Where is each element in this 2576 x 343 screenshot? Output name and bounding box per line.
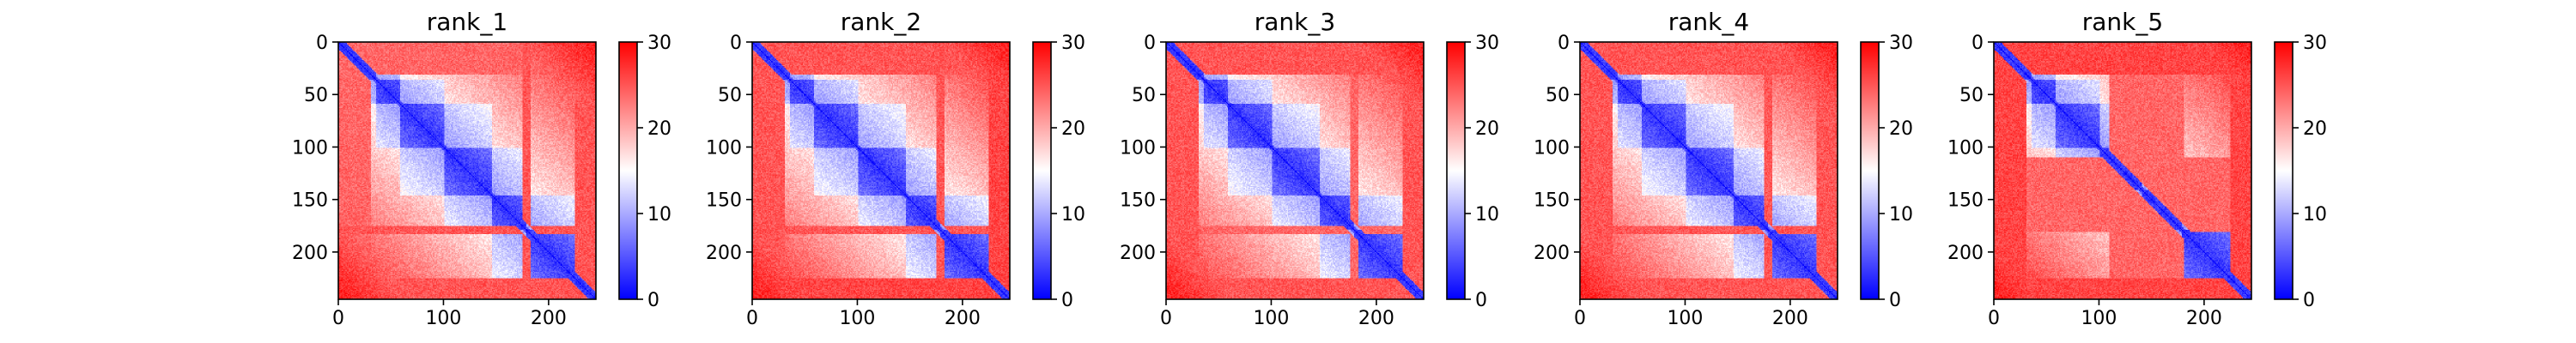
x-tick-label: 0 <box>1160 308 1172 329</box>
heatmap-image <box>1994 42 2251 299</box>
heatmap-image <box>1166 42 1424 299</box>
y-tick-label: 0 <box>730 33 742 54</box>
colorbar-tick-label: 10 <box>1061 204 1085 226</box>
heatmap-image <box>752 42 1010 299</box>
colorbar-tick-label: 30 <box>1475 33 1499 54</box>
y-tick-label: 0 <box>1144 33 1156 54</box>
panel-5: rank_5 0 100 200 0 50 100 150 200 0 10 20 30 <box>1947 8 2327 329</box>
y-tick-label: 50 <box>1546 85 1570 106</box>
panel-title: rank_3 <box>1255 8 1335 36</box>
heatmap-image <box>338 42 596 299</box>
colorbar-tick-label: 10 <box>1889 204 1913 226</box>
x-tick-label: 200 <box>2186 308 2222 329</box>
x-tick-label: 0 <box>746 308 758 329</box>
x-tick-label: 100 <box>1253 308 1289 329</box>
axes-frame <box>1165 41 1425 300</box>
y-tick-label: 50 <box>304 85 328 106</box>
y-tick-label: 0 <box>316 33 328 54</box>
colorbar <box>1446 41 1466 300</box>
x-tick-label: 200 <box>945 308 981 329</box>
y-tick-label: 0 <box>1971 33 1984 54</box>
panel-title: rank_1 <box>427 8 507 36</box>
y-tick-label: 100 <box>1120 137 1156 159</box>
x-tick-label: 100 <box>1667 308 1703 329</box>
colorbar-tick-label: 20 <box>2303 118 2327 140</box>
colorbar-tick-label: 30 <box>1889 33 1913 54</box>
y-tick-label: 150 <box>1947 190 1984 212</box>
colorbar <box>618 41 638 300</box>
y-tick-label: 50 <box>1959 85 1984 106</box>
panel-3: rank_3 0 100 200 0 50 100 150 200 0 10 20 30 <box>1120 8 1499 329</box>
colorbar-tick-label: 20 <box>1061 118 1085 140</box>
y-tick-label: 150 <box>1120 190 1156 212</box>
y-tick-label: 200 <box>706 243 742 264</box>
x-tick-label: 0 <box>332 308 344 329</box>
colorbar-tick-label: 20 <box>1889 118 1913 140</box>
y-tick-label: 200 <box>1120 243 1156 264</box>
y-tick-label: 50 <box>718 85 742 106</box>
y-tick-label: 100 <box>1534 137 1570 159</box>
x-tick-label: 200 <box>531 308 567 329</box>
colorbar <box>1032 41 1052 300</box>
colorbar-tick-label: 10 <box>647 204 671 226</box>
colorbar-tick-label: 0 <box>1061 290 1073 311</box>
y-tick-label: 200 <box>1947 243 1984 264</box>
colorbar-tick-label: 20 <box>1475 118 1499 140</box>
colorbar-tick-label: 30 <box>2303 33 2327 54</box>
y-tick-label: 150 <box>292 190 328 212</box>
axes-frame <box>751 41 1011 300</box>
colorbar <box>2274 41 2293 300</box>
axes-frame <box>1579 41 1838 300</box>
colorbar-tick-label: 10 <box>1475 204 1499 226</box>
x-tick-label: 0 <box>1574 308 1586 329</box>
colorbar-tick-label: 30 <box>1061 33 1085 54</box>
heatmap-image <box>1580 42 1838 299</box>
axes-frame <box>1993 41 2252 300</box>
colorbar-tick-label: 0 <box>1475 290 1487 311</box>
panel-title: rank_4 <box>1668 8 1749 36</box>
x-tick-label: 100 <box>839 308 875 329</box>
colorbar-tick-label: 10 <box>2303 204 2327 226</box>
panel-4: rank_4 0 100 200 0 50 100 150 200 0 10 20 30 <box>1534 8 1913 329</box>
y-tick-label: 0 <box>1558 33 1570 54</box>
panel-title: rank_5 <box>2082 8 2163 36</box>
x-tick-label: 200 <box>1358 308 1394 329</box>
colorbar-tick-label: 0 <box>2303 290 2315 311</box>
colorbar-tick-label: 0 <box>1889 290 1901 311</box>
x-tick-label: 0 <box>1988 308 2000 329</box>
y-tick-label: 150 <box>1534 190 1570 212</box>
colorbar-tick-label: 20 <box>647 118 671 140</box>
y-tick-label: 100 <box>1947 137 1984 159</box>
colorbar-tick-label: 0 <box>647 290 659 311</box>
y-tick-label: 50 <box>1132 85 1156 106</box>
axes-frame <box>337 41 597 300</box>
panel-1: rank_1 0 100 200 0 50 100 150 200 0 10 20 30 <box>292 8 671 329</box>
x-tick-label: 200 <box>1772 308 1808 329</box>
panel-title: rank_2 <box>841 8 921 36</box>
y-tick-label: 200 <box>292 243 328 264</box>
x-tick-label: 100 <box>2081 308 2117 329</box>
colorbar-tick-label: 30 <box>647 33 671 54</box>
y-tick-label: 150 <box>706 190 742 212</box>
y-tick-label: 200 <box>1534 243 1570 264</box>
colorbar <box>1860 41 1880 300</box>
x-tick-label: 100 <box>425 308 461 329</box>
y-tick-label: 100 <box>292 137 328 159</box>
y-tick-label: 100 <box>706 137 742 159</box>
panel-2: rank_2 0 100 200 0 50 100 150 200 0 10 20 30 <box>706 8 1085 329</box>
